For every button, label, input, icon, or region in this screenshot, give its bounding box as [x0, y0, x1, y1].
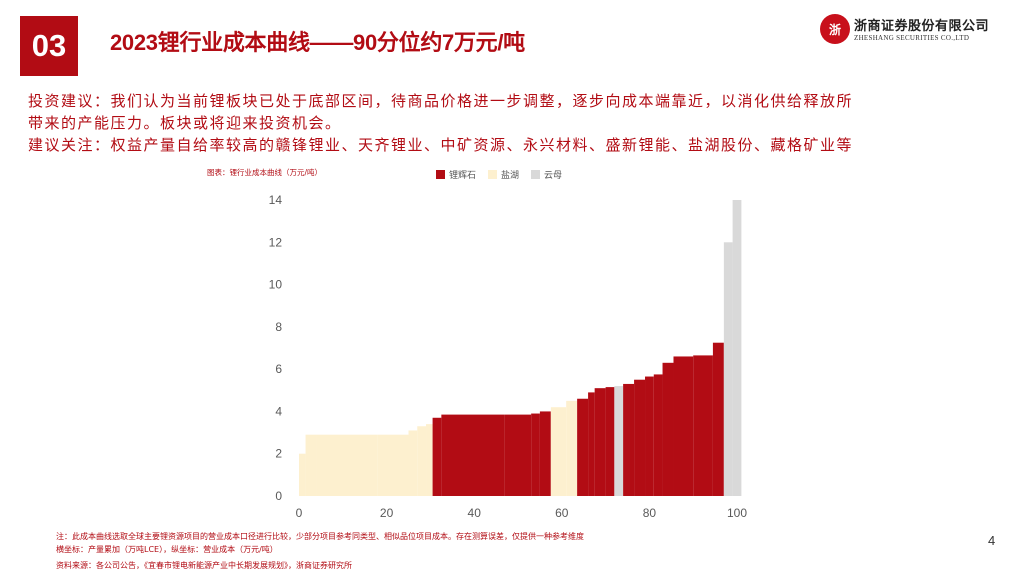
legend-label-spodumene: 锂辉石 [449, 171, 477, 181]
cost-bar-16 [594, 388, 606, 496]
chart-axes: 0 2 4 6 8 10 12 14 0 20 40 60 80 100 [269, 193, 748, 520]
section-number-badge: 03 [20, 16, 78, 76]
cost-bar-23 [662, 362, 674, 496]
cost-bar-4 [408, 430, 418, 496]
x-tick-label: 80 [643, 506, 657, 520]
investment-advice: 投资建议：我们认为当前锂板块已处于底部区间，待商品价格进一步调整，逐步向成本端靠… [28, 90, 1003, 156]
cost-bar-18 [614, 386, 624, 496]
legend-item-lepidolite: 云母 [531, 168, 562, 181]
y-tick-label: 6 [275, 362, 282, 376]
cost-bar-20 [634, 379, 646, 496]
x-tick-label: 60 [555, 506, 569, 520]
cost-bar-28 [732, 200, 742, 496]
cost-bar-26 [712, 342, 724, 496]
advice-line-1: 投资建议：我们认为当前锂板块已处于底部区间，待商品价格进一步调整，逐步向成本端靠… [28, 92, 854, 110]
x-tick-label: 20 [380, 506, 394, 520]
cost-bar-25 [693, 355, 713, 496]
logo-name-cn: 浙商证券股份有限公司 [854, 19, 990, 34]
cost-bar-15 [588, 392, 595, 496]
footnote-source: 资料来源：各公司公告，《宜春市锂电新能源产业中长期发展规划》，浙商证券研究所 [56, 561, 352, 570]
cost-bar-14 [577, 398, 589, 496]
cost-bar-12 [550, 407, 567, 496]
y-tick-label: 0 [275, 489, 282, 503]
y-tick-label: 14 [269, 193, 283, 207]
y-tick-label: 2 [275, 447, 282, 461]
footnote-axes: 横坐标：产量累加（万吨LCE），纵坐标：营业成本（万元/吨） [56, 545, 278, 554]
y-tick-label: 4 [275, 404, 282, 418]
cost-bar-21 [645, 376, 654, 496]
x-tick-label: 40 [468, 506, 482, 520]
y-tick-label: 10 [269, 278, 283, 292]
y-tick-label: 12 [269, 235, 283, 249]
page-number: 4 [988, 533, 996, 548]
x-tick-label: 0 [296, 506, 303, 520]
cost-bar-6 [426, 424, 433, 496]
logo-mark: 浙 [820, 14, 850, 44]
advice-line-2: 带来的产能压力。板块或将迎来投资机会。 [28, 114, 342, 132]
cost-bar-10 [531, 413, 540, 496]
legend-label-lepidolite: 云母 [544, 171, 563, 181]
cost-bar-17 [605, 387, 615, 496]
y-tick-label: 8 [275, 320, 282, 334]
cost-bar-2 [316, 434, 378, 496]
cost-bar-7 [432, 417, 442, 496]
section-number: 03 [31, 28, 67, 63]
chart-bars [299, 200, 742, 496]
legend-swatch-lepidolite [531, 170, 541, 179]
cost-bar-5 [417, 426, 427, 496]
chart-legend: 锂辉石 盐湖 云母 [436, 168, 562, 181]
cost-bar-11 [539, 411, 551, 496]
cost-bar-3 [377, 434, 409, 496]
cost-bar-27 [723, 242, 733, 496]
cost-bar-8 [441, 414, 505, 496]
footnote-note: 注：此成本曲线选取全球主要锂资源项目的营业成本口径进行比较，少部分项目参考同类型… [56, 532, 584, 541]
x-tick-label: 100 [727, 506, 747, 520]
legend-label-brine: 盐湖 [501, 171, 520, 181]
slide-title: 2023锂行业成本曲线——90分位约7万元/吨 [110, 30, 525, 55]
company-logo: 浙 浙商证券股份有限公司 ZHESHANG SECURITIES CO.,LTD [820, 12, 1000, 48]
legend-swatch-brine [488, 170, 498, 179]
cost-bar-22 [653, 374, 663, 496]
legend-swatch-spodumene [436, 170, 445, 179]
legend-item-spodumene: 锂辉石 [436, 168, 476, 181]
logo-name-en: ZHESHANG SECURITIES CO.,LTD [854, 34, 970, 42]
cost-bar-19 [623, 383, 635, 496]
cost-bar-0 [299, 453, 306, 496]
cost-bar-1 [305, 434, 317, 496]
chart-caption: 图表：锂行业成本曲线（万元/吨） [207, 168, 323, 177]
cost-bar-13 [566, 400, 578, 496]
legend-item-brine: 盐湖 [488, 168, 519, 181]
recommend-line: 建议关注：权益产量自给率较高的赣锋锂业、天齐锂业、中矿资源、永兴材料、盛新锂能、… [28, 136, 854, 154]
cost-bar-24 [673, 356, 694, 496]
cost-bar-9 [504, 414, 532, 496]
